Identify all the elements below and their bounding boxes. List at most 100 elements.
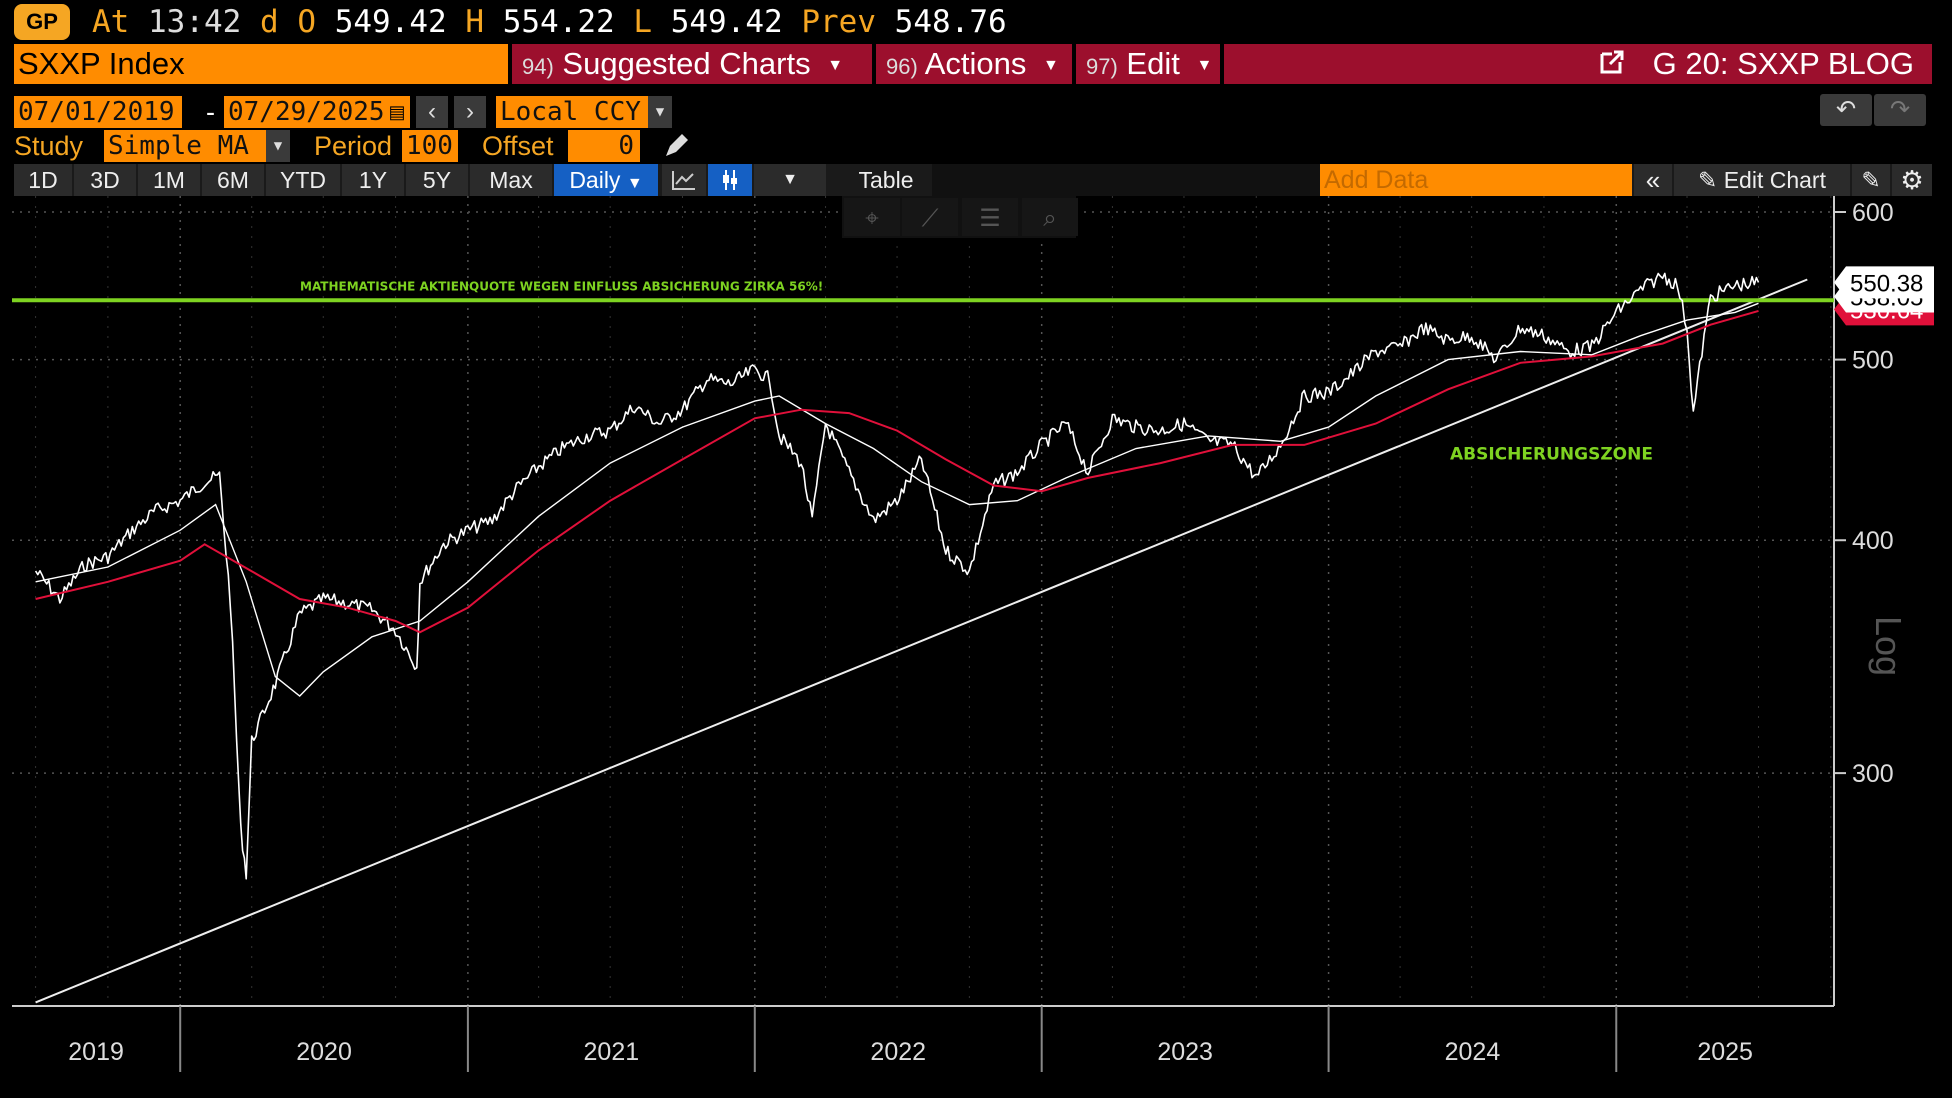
chart-series xyxy=(34,272,1760,880)
range-1y-button[interactable]: 1Y xyxy=(342,164,404,196)
edit-menu[interactable]: 97) Edit ▼ xyxy=(1076,44,1220,84)
frequency-value: Daily xyxy=(569,167,621,193)
low-value: 549.42 xyxy=(670,4,783,40)
study-label: Study xyxy=(14,131,84,161)
support-trendline xyxy=(35,278,1808,1004)
y-tick-label: 300 xyxy=(1852,760,1894,788)
y-tick-label: 400 xyxy=(1852,527,1894,555)
end-date-field[interactable]: 07/29/2025 xyxy=(224,96,410,128)
bloomberg-logo-icon[interactable]: GP xyxy=(14,4,70,40)
edit-label: Edit xyxy=(1126,46,1180,81)
y-axis: 300 400 500 600 Log xyxy=(1833,196,1909,1006)
svg-text:☰: ☰ xyxy=(979,204,1001,232)
suggested-charts-label: Suggested Charts xyxy=(562,46,811,81)
quote-line: GP At 13:42 d O 549.42 H 554.22 L 549.42… xyxy=(0,0,1952,44)
x-tick-label: 2024 xyxy=(1445,1038,1501,1066)
next-period-button[interactable]: › xyxy=(454,96,486,128)
drawing-tools: ⌖ ⟋ ☰ ⌕ xyxy=(842,196,1078,238)
chevron-down-icon: ▼ xyxy=(1043,56,1059,74)
toolbar-spacer xyxy=(932,164,1332,196)
price-tag-text: 550.38 xyxy=(1850,270,1923,297)
range-max-button[interactable]: Max xyxy=(470,164,552,196)
chevron-down-icon: ▼ xyxy=(827,56,844,74)
study-select[interactable]: Simple MA ▼ xyxy=(104,130,290,162)
line-chart-icon[interactable] xyxy=(662,164,706,196)
quote-time: 13:42 xyxy=(148,4,242,40)
candlestick-chart-icon[interactable] xyxy=(708,164,752,196)
title-bar: SXXP Index 94) Suggested Charts ▼ 96) Ac… xyxy=(14,44,1932,84)
range-1m-button[interactable]: 1M xyxy=(138,164,200,196)
range-1d-button[interactable]: 1D xyxy=(14,164,72,196)
pencil-icon: ✎ xyxy=(1698,167,1718,193)
table-button[interactable]: Table xyxy=(828,164,944,196)
gear-icon[interactable]: ⚙ xyxy=(1892,164,1932,196)
actions-label: Actions xyxy=(924,46,1027,81)
add-data-input[interactable]: Add Data xyxy=(1320,164,1632,196)
collapse-panel-icon[interactable]: « xyxy=(1634,164,1672,196)
x-tick-label: 2023 xyxy=(1157,1038,1213,1066)
crosshair-icon[interactable]: ⌖ xyxy=(844,198,900,236)
y-tick-label: 500 xyxy=(1852,347,1894,375)
period-label: Period xyxy=(314,131,393,161)
offset-field[interactable]: 0 xyxy=(568,130,640,162)
suggested-charts-menu[interactable]: 94) Suggested Charts ▼ xyxy=(512,44,872,84)
x-tick-label: 2020 xyxy=(296,1038,352,1066)
offset-label: Offset xyxy=(482,131,554,161)
prev-value: 548.76 xyxy=(894,4,1007,40)
chart-edit-icon[interactable]: ✎ xyxy=(1852,164,1890,196)
actions-menu[interactable]: 96) Actions ▼ xyxy=(876,44,1072,84)
d-label: d xyxy=(260,4,279,40)
frequency-select[interactable]: Daily ▼ xyxy=(554,164,658,196)
range-5y-button[interactable]: 5Y xyxy=(406,164,468,196)
calendar-icon[interactable]: ▤ xyxy=(180,102,198,122)
edit-chart-label: Edit Chart xyxy=(1723,167,1826,193)
pencil-icon[interactable] xyxy=(662,132,690,160)
chart-background xyxy=(0,196,1952,1098)
ticker-field[interactable]: SXXP Index xyxy=(14,44,508,84)
start-date-field[interactable]: 07/01/2019 xyxy=(14,96,182,128)
range-6m-button[interactable]: 6M xyxy=(202,164,264,196)
date-dash: - xyxy=(206,97,215,127)
period-field[interactable]: 100 xyxy=(402,130,458,162)
high-label: H xyxy=(465,4,485,40)
zoom-icon[interactable]: ⌕ xyxy=(1022,198,1078,236)
edit-chart-button[interactable]: ✎ Edit Chart xyxy=(1674,164,1850,196)
allocation-level-text: MATHEMATISCHE AKTIENQUOTE WEGEN EINFLUSS… xyxy=(300,279,823,293)
log-scale-label: Log xyxy=(1868,616,1909,676)
prev-label: Prev xyxy=(801,4,876,40)
high-value: 554.22 xyxy=(502,4,615,40)
chart-toolbar: 1D 3D 1M 6M YTD 1Y 5Y Max Daily ▼ ▼ Tabl… xyxy=(14,164,1932,196)
chart-title: G 20: SXXP BLOG xyxy=(1652,46,1914,81)
chevron-down-icon: ▼ xyxy=(266,130,290,162)
chart-title-area: G 20: SXXP BLOG xyxy=(1224,44,1932,84)
suggested-charts-number: 94) xyxy=(522,54,554,79)
x-tick-label: 2022 xyxy=(870,1038,926,1066)
study-value: Simple MA xyxy=(108,131,249,161)
y-tick-label: 600 xyxy=(1852,199,1894,227)
svg-text:⌖: ⌖ xyxy=(865,204,879,232)
at-label: At xyxy=(92,4,130,40)
svg-text:⟋: ⟋ xyxy=(922,204,939,232)
open-value: 549.42 xyxy=(334,4,447,40)
price-tag: 550.38 xyxy=(1834,266,1934,299)
annotations: MATHEMATISCHE AKTIENQUOTE WEGEN EINFLUSS… xyxy=(12,278,1834,1004)
svg-text:⌕: ⌕ xyxy=(1043,204,1056,232)
x-tick-label: 2019 xyxy=(68,1038,124,1066)
price-tag-box xyxy=(1834,266,1934,299)
open-label: O xyxy=(297,4,317,40)
range-3d-button[interactable]: 3D xyxy=(74,164,136,196)
chart-type-dropdown-icon[interactable]: ▼ xyxy=(754,164,826,196)
list-icon[interactable]: ☰ xyxy=(962,198,1018,236)
price-chart[interactable]: ⌖ ⟋ ☰ ⌕ 2019 2020 2021 2022 2023 2024 2025 300… xyxy=(0,196,1952,1098)
redo-icon[interactable]: ↷ xyxy=(1874,94,1926,126)
draw-line-icon[interactable]: ⟋ xyxy=(902,198,958,236)
x-axis: 2019 2020 2021 2022 2023 2024 2025 xyxy=(12,1005,1834,1072)
range-ytd-button[interactable]: YTD xyxy=(266,164,340,196)
calendar-icon[interactable]: ▤ xyxy=(388,102,406,122)
external-link-icon[interactable] xyxy=(1596,46,1626,86)
actions-number: 96) xyxy=(886,54,918,79)
currency-select[interactable]: Local CCY ▼ xyxy=(496,96,672,128)
undo-icon[interactable]: ↶ xyxy=(1820,94,1872,126)
previous-period-button[interactable]: ‹ xyxy=(416,96,448,128)
chevron-down-icon: ▼ xyxy=(1196,56,1213,74)
